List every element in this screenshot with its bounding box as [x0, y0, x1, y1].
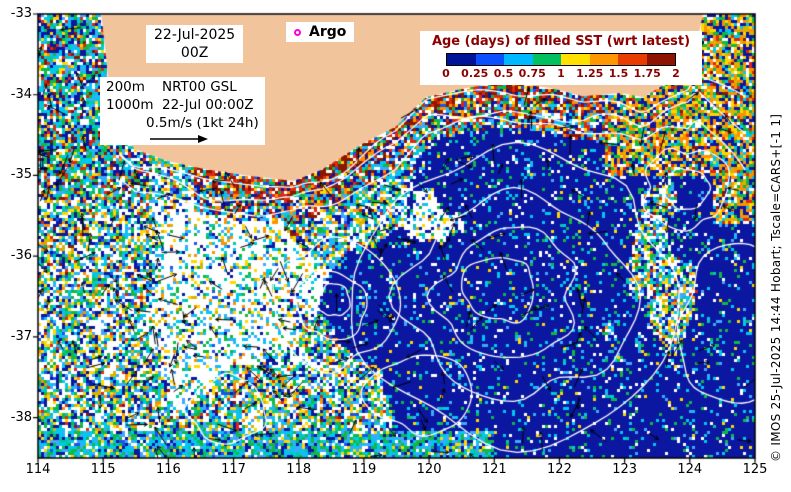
colorbar-gradient-bar	[446, 53, 676, 66]
y-tick-label: -34	[10, 86, 32, 102]
colorbar-segment	[618, 54, 647, 65]
colorbar-segment	[589, 54, 618, 65]
x-tick-label: 114	[25, 462, 51, 477]
colorbar-tick-label: 0.5	[493, 67, 514, 80]
y-tick-label: -33	[10, 6, 32, 21]
colorbar-tick-label: 0.25	[461, 67, 489, 80]
argo-marker-icon	[294, 28, 301, 36]
colorbar-tick-label: 1	[557, 67, 565, 80]
colorbar-tick-label: 0.75	[518, 67, 546, 80]
x-tick-label: 117	[221, 462, 246, 477]
x-tick-label: 118	[286, 462, 312, 477]
credit-text: © IMOS 25-Jul-2025 14:44 Hobart; Tscale=…	[769, 113, 783, 462]
colorbar-segment	[475, 54, 504, 65]
y-tick-label: -37	[10, 328, 32, 344]
model-layers-annotation: 200m NRT00 GSL 1000m 22-Jul 00:00Z 0.5m/…	[100, 77, 265, 145]
x-tick-label: 122	[547, 462, 572, 477]
colorbar-tick-label: 1.5	[608, 67, 629, 80]
velocity-scale-label: 0.5m/s (1kt 24h)	[146, 115, 259, 131]
x-tick-label: 121	[481, 462, 507, 477]
layer1-source: NRT00 GSL	[162, 79, 237, 95]
colorbar-segment	[646, 54, 675, 65]
x-tick-label: 125	[742, 462, 768, 477]
analysis-date: 22-Jul-2025	[154, 27, 236, 43]
colorbar-tick-label: 1.25	[576, 67, 604, 80]
y-tick-label: -35	[10, 167, 32, 183]
layer2-time: 22-Jul 00:00Z	[162, 97, 254, 113]
argo-legend: Argo	[286, 22, 355, 42]
velocity-scale-arrow-icon	[150, 135, 208, 143]
colorbar-tick-label: 2	[672, 67, 680, 80]
colorbar-segment	[447, 54, 476, 65]
argo-label: Argo	[309, 24, 347, 40]
x-tick-label: 119	[351, 462, 377, 477]
colorbar-title: Age (days) of filled SST (wrt latest)	[431, 34, 691, 49]
y-tick-label: -36	[10, 248, 32, 264]
colorbar-segment	[504, 54, 533, 65]
analysis-time-annotation: 22-Jul-2025 00Z	[146, 25, 244, 63]
x-tick-label: 120	[416, 462, 442, 477]
x-tick-label: 123	[612, 462, 638, 477]
layer2-depth: 1000m	[106, 97, 154, 113]
x-tick-label: 124	[677, 462, 703, 477]
colorbar-tick-labels: 0 0.25 0.5 0.75 1 1.25 1.5 1.75 2	[442, 67, 680, 81]
layer1-depth: 200m	[106, 79, 145, 95]
x-tick-label: 115	[90, 462, 116, 477]
x-tick-label: 116	[155, 462, 181, 477]
colorbar-segment	[532, 54, 561, 65]
y-tick-label: -38	[10, 409, 32, 425]
colorbar-tick-label: 0	[442, 67, 450, 80]
colorbar-tick-label: 1.75	[633, 67, 661, 80]
analysis-hour: 00Z	[180, 45, 209, 61]
colorbar-segment	[561, 54, 590, 65]
